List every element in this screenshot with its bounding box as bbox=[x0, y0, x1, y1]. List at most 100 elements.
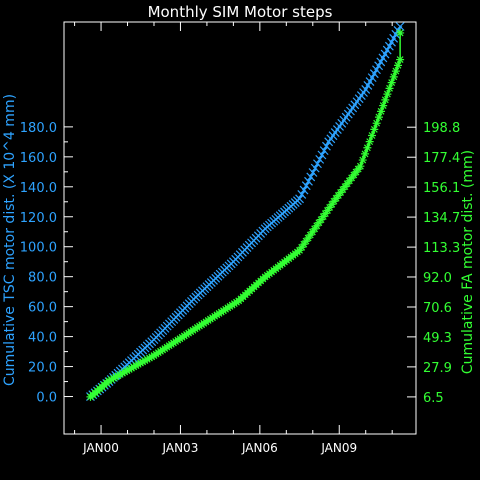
data-point bbox=[356, 162, 365, 171]
right-tick-label: 198.8 bbox=[423, 121, 460, 136]
right-tick-label: 134.7 bbox=[423, 211, 460, 226]
series-line bbox=[89, 26, 401, 398]
left-tick-label: 140.0 bbox=[20, 181, 57, 196]
x-tick-label: JAN09 bbox=[320, 441, 357, 455]
plot-frame bbox=[63, 21, 417, 435]
series-line bbox=[89, 32, 401, 398]
data-point bbox=[323, 206, 332, 215]
data-point bbox=[299, 240, 308, 249]
data-point bbox=[310, 163, 320, 173]
right-tick-label: 156.1 bbox=[423, 181, 460, 196]
data-point bbox=[385, 84, 394, 93]
left-tick-label: 60.0 bbox=[28, 301, 57, 316]
data-point bbox=[143, 355, 152, 364]
right-tick-label: 27.9 bbox=[423, 361, 452, 376]
data-point bbox=[327, 200, 336, 209]
data-point bbox=[140, 356, 149, 365]
data-point bbox=[116, 370, 125, 379]
data-point bbox=[134, 360, 143, 369]
left-tick-label: 20.0 bbox=[28, 361, 57, 376]
data-point bbox=[321, 209, 330, 218]
data-point bbox=[138, 357, 147, 366]
data-point bbox=[304, 176, 313, 186]
chart-title: Monthly SIM Motor steps bbox=[148, 3, 333, 21]
data-point bbox=[145, 354, 154, 363]
data-point bbox=[306, 230, 315, 239]
x-tick-label: JAN03 bbox=[162, 441, 199, 455]
data-point bbox=[387, 78, 396, 87]
data-point bbox=[319, 146, 329, 156]
data-point bbox=[111, 372, 120, 381]
data-point bbox=[365, 137, 374, 146]
data-point bbox=[317, 215, 326, 224]
right-axis-label: Cumulative FA motor dist. (mm) bbox=[460, 150, 476, 374]
left-tick-label: 180.0 bbox=[20, 121, 57, 136]
data-point bbox=[147, 352, 156, 361]
data-point bbox=[301, 181, 311, 191]
data-point bbox=[120, 367, 129, 376]
data-point bbox=[107, 375, 116, 384]
data-point bbox=[370, 125, 379, 134]
data-point bbox=[363, 143, 372, 152]
data-point bbox=[310, 224, 319, 233]
left-tick-label: 100.0 bbox=[20, 241, 57, 256]
data-point bbox=[127, 364, 136, 373]
data-point bbox=[313, 159, 322, 169]
data-point bbox=[136, 359, 145, 368]
right-tick-label: 70.6 bbox=[423, 301, 452, 316]
data-point bbox=[396, 55, 405, 64]
data-point bbox=[395, 22, 405, 31]
data-point bbox=[122, 366, 131, 375]
data-point bbox=[391, 67, 400, 76]
data-point bbox=[118, 369, 127, 378]
data-point bbox=[295, 246, 304, 255]
left-tick-label: 120.0 bbox=[20, 211, 57, 226]
right-y-axis: 6.5 27.9 49.3 70.6 92.0 113.3 134.7 156.1 177.4 1… bbox=[407, 121, 460, 406]
data-point bbox=[131, 361, 140, 370]
data-point bbox=[109, 374, 118, 383]
right-tick-label: 49.3 bbox=[423, 331, 452, 346]
data-point bbox=[321, 141, 331, 151]
series-0 bbox=[86, 22, 405, 401]
data-point bbox=[302, 237, 310, 246]
data-point bbox=[358, 156, 367, 165]
x-tick-label: JAN00 bbox=[82, 441, 119, 455]
data-point bbox=[304, 234, 313, 243]
data-point bbox=[312, 221, 321, 230]
right-tick-label: 113.3 bbox=[423, 241, 460, 256]
data-point bbox=[297, 189, 307, 199]
data-point bbox=[317, 150, 327, 160]
data-point bbox=[372, 119, 381, 128]
data-point bbox=[389, 72, 398, 81]
data-point bbox=[374, 113, 383, 122]
data-point bbox=[361, 149, 370, 158]
data-point bbox=[306, 172, 316, 182]
data-point bbox=[319, 212, 328, 221]
data-point bbox=[396, 28, 405, 37]
left-tick-label: 0.0 bbox=[36, 391, 57, 406]
data-point bbox=[129, 362, 138, 371]
left-tick-label: 40.0 bbox=[28, 331, 57, 346]
right-tick-label: 92.0 bbox=[423, 271, 452, 286]
data-point bbox=[104, 376, 113, 385]
data-point bbox=[381, 95, 390, 104]
data-point bbox=[383, 90, 392, 99]
data-point bbox=[377, 107, 386, 116]
right-tick-label: 177.4 bbox=[423, 151, 460, 166]
series-1 bbox=[86, 28, 405, 401]
data-point bbox=[394, 61, 403, 70]
data-point bbox=[295, 194, 304, 204]
data-point bbox=[113, 371, 122, 380]
data-point bbox=[314, 218, 323, 227]
data-point bbox=[308, 168, 318, 177]
left-tick-label: 160.0 bbox=[20, 151, 57, 166]
right-tick-label: 6.5 bbox=[423, 391, 444, 406]
data-point bbox=[325, 203, 334, 212]
data-point bbox=[299, 185, 309, 195]
data-point bbox=[315, 154, 325, 164]
series-layer bbox=[86, 22, 405, 401]
left-tick-label: 80.0 bbox=[28, 271, 57, 286]
data-point bbox=[379, 101, 388, 110]
left-axis-label: Cumulative TSC motor dist. (X 10^4 mm) bbox=[2, 94, 18, 386]
